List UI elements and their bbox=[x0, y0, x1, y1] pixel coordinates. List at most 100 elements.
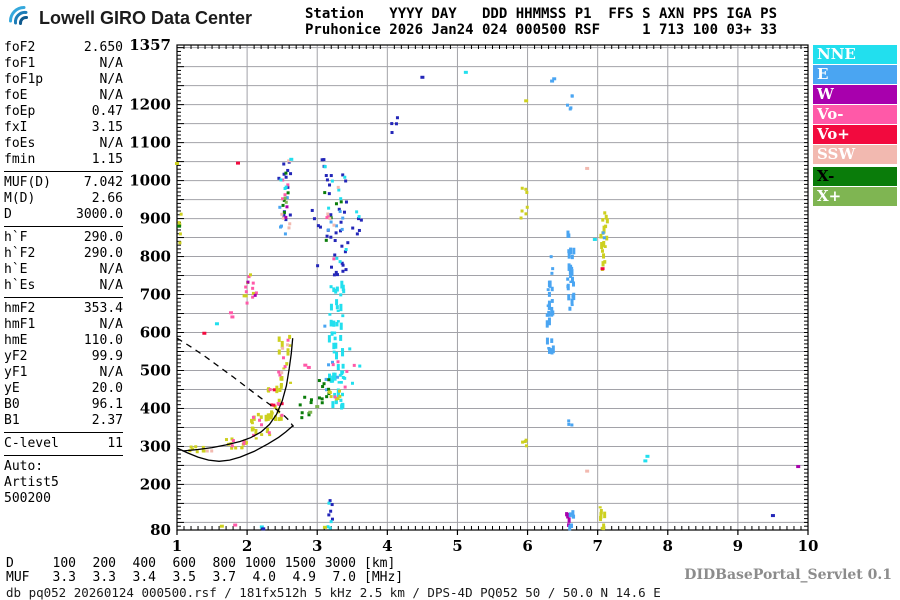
y-tick-label: 1200 bbox=[129, 96, 171, 114]
parameter-label: M(D) bbox=[4, 191, 36, 206]
row-value: 800 bbox=[212, 556, 236, 571]
row-value: 400 bbox=[132, 556, 156, 571]
row-value: 600 bbox=[172, 556, 196, 571]
parameter-row: Artist5 bbox=[4, 475, 123, 491]
parameter-label: foF2 bbox=[4, 40, 36, 55]
parameter-value: N/A bbox=[99, 262, 123, 277]
parameter-value: 1.15 bbox=[91, 152, 123, 167]
legend-item-voplus: Vo+ bbox=[813, 125, 897, 144]
parameter-row: C-level 11 bbox=[4, 436, 123, 452]
legend-item-w: W bbox=[813, 85, 897, 104]
parameter-row: D 3000.0 bbox=[4, 207, 123, 223]
parameter-row: hmE 110.0 bbox=[4, 333, 123, 349]
parameter-label: h`E bbox=[4, 262, 28, 277]
x-tick-label: 1 bbox=[172, 537, 182, 555]
panel-divider bbox=[4, 226, 123, 227]
parameter-value: 0.47 bbox=[91, 104, 123, 119]
parameter-label: h`F2 bbox=[4, 246, 36, 261]
row-value: 4.9 bbox=[292, 570, 316, 585]
y-tick-label: 900 bbox=[140, 210, 171, 228]
giro-logo: Lowell GIRO Data Center bbox=[8, 5, 252, 31]
y-tick-label: 500 bbox=[140, 361, 171, 379]
parameter-label: foF1p bbox=[4, 72, 44, 87]
parameter-label: MUF(D) bbox=[4, 175, 51, 190]
fitted-trace-curve bbox=[182, 338, 294, 452]
parameter-label: 500200 bbox=[4, 491, 51, 506]
echo-direction-legend: NNE E W Vo- Vo+ SSW X- X+ bbox=[813, 45, 897, 207]
legend-item-xplus: X+ bbox=[813, 187, 897, 206]
station-header: Station YYYY DAY DDD HHMMSS P1 FFS S AXN… bbox=[305, 6, 778, 38]
parameter-row: M(D) 2.66 bbox=[4, 191, 123, 207]
parameter-value: N/A bbox=[99, 136, 123, 151]
y-tick-label: 800 bbox=[140, 248, 171, 266]
true-height-profile-curve bbox=[176, 424, 294, 462]
row-value: 7.0 bbox=[332, 570, 356, 585]
giro-logo-text: Lowell GIRO Data Center bbox=[39, 7, 253, 28]
panel-divider bbox=[4, 171, 123, 172]
parameter-label: Auto: bbox=[4, 459, 44, 474]
x-tick-label: 7 bbox=[592, 537, 602, 555]
profile-curves bbox=[176, 337, 294, 462]
parameter-row: MUF(D) 7.042 bbox=[4, 175, 123, 191]
parameter-label: h`Es bbox=[4, 278, 36, 293]
row-value: 3.5 bbox=[172, 570, 196, 585]
parameter-panel: foF2 2.650 foF1 N/A foF1p N/A foE N/A foEp 0.47 fx… bbox=[4, 40, 123, 507]
row-value: 3.4 bbox=[132, 570, 156, 585]
y-tick-label: 300 bbox=[140, 437, 171, 455]
parameter-row: yE 20.0 bbox=[4, 381, 123, 397]
parameter-row: h`Es N/A bbox=[4, 278, 123, 294]
y-tick-label: 1357 bbox=[129, 36, 171, 54]
y-tick-label: 80 bbox=[150, 521, 171, 539]
parameter-label: yF2 bbox=[4, 349, 28, 364]
y-tick-label: 700 bbox=[140, 286, 171, 304]
parameter-value: N/A bbox=[99, 88, 123, 103]
transmission-curve-dashed bbox=[176, 337, 294, 428]
row-unit: [MHz] bbox=[364, 570, 404, 585]
panel-divider bbox=[4, 432, 123, 433]
parameter-label: foEp bbox=[4, 104, 36, 119]
parameter-row: hmF2 353.4 bbox=[4, 301, 123, 317]
servlet-version: DIDBasePortal_Servlet 0.1 bbox=[684, 567, 892, 583]
parameter-value: 290.0 bbox=[83, 230, 123, 245]
parameter-label: yE bbox=[4, 381, 20, 396]
row-value: 3000 bbox=[324, 556, 356, 571]
row-value: 3.3 bbox=[92, 570, 116, 585]
parameter-label: hmE bbox=[4, 333, 28, 348]
station-header-values: Pruhonice 2026 Jan24 024 000500 RSF 1 71… bbox=[305, 21, 778, 38]
parameter-row: foEp 0.47 bbox=[4, 104, 123, 120]
parameter-value: 290.0 bbox=[83, 246, 123, 261]
legend-item-nne: NNE bbox=[813, 45, 897, 64]
station-header-columns: Station YYYY DAY DDD HHMMSS P1 FFS S AXN… bbox=[305, 6, 778, 22]
panel-divider bbox=[4, 297, 123, 298]
parameter-row: foE N/A bbox=[4, 88, 123, 104]
muf-row: MUF 3.3 3.3 3.4 3.5 3.7 4.0 4.9 7.0 [MHz] bbox=[6, 571, 403, 585]
axes: 1 2 3 4 5 6 7 8 9 10 1357 1200 1100 1000 900 800 700 600 5… bbox=[129, 36, 818, 555]
parameter-label: hmF2 bbox=[4, 301, 36, 316]
parameter-label: B1 bbox=[4, 413, 20, 428]
parameter-value: N/A bbox=[99, 56, 123, 71]
y-tick-label: 400 bbox=[140, 399, 171, 417]
parameter-value: 20.0 bbox=[91, 381, 123, 396]
parameter-label: yF1 bbox=[4, 365, 28, 380]
x-tick-label: 2 bbox=[242, 537, 252, 555]
parameter-row: foF1 N/A bbox=[4, 56, 123, 72]
parameter-row: hmF1 N/A bbox=[4, 317, 123, 333]
y-tick-label: 1100 bbox=[129, 134, 171, 152]
parameter-row: B0 96.1 bbox=[4, 397, 123, 413]
parameter-row: Auto: bbox=[4, 459, 123, 475]
row-value: 4.0 bbox=[252, 570, 276, 585]
row-value: 100 bbox=[52, 556, 76, 571]
legend-item-e: E bbox=[813, 65, 897, 84]
y-tick-label: 600 bbox=[140, 324, 171, 342]
legend-item-ssw: SSW bbox=[813, 145, 897, 164]
parameter-row: foEs N/A bbox=[4, 136, 123, 152]
parameter-value: 3000.0 bbox=[76, 207, 123, 222]
legend-item-xminus: X- bbox=[813, 167, 897, 186]
y-tick-label: 200 bbox=[140, 475, 171, 493]
parameter-value: 7.042 bbox=[83, 175, 123, 190]
x-tick-label: 6 bbox=[522, 537, 532, 555]
parameter-value: 2.66 bbox=[91, 191, 123, 206]
parameter-value: 3.15 bbox=[91, 120, 123, 135]
distance-row: D 100 200 400 600 800 1000 1500 3000 [km] bbox=[6, 557, 395, 571]
parameter-value: 353.4 bbox=[83, 301, 123, 316]
